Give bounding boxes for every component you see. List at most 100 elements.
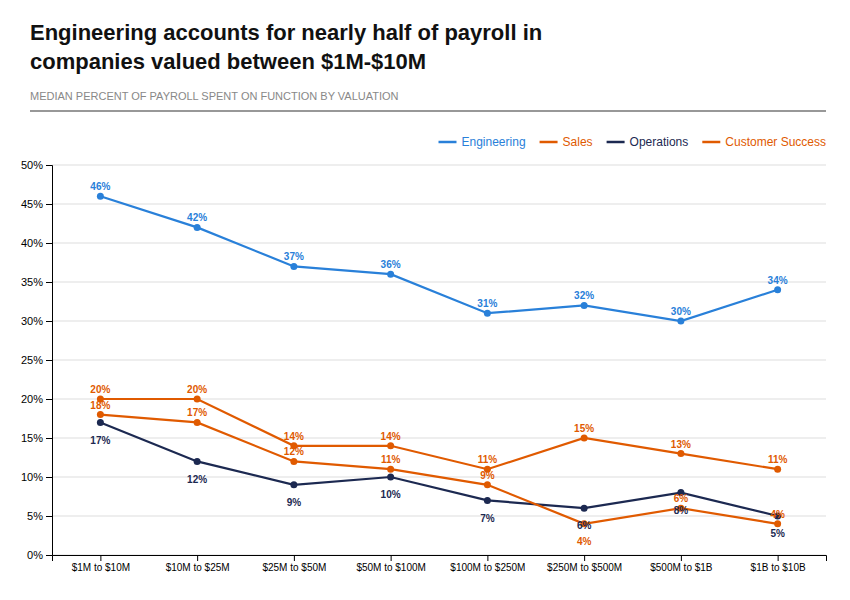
data-label: 34% bbox=[768, 275, 788, 286]
title: Engineering accounts for nearly half of … bbox=[30, 20, 542, 45]
legend-label: Engineering bbox=[462, 135, 526, 149]
data-label: 12% bbox=[284, 446, 304, 457]
legend-swatch bbox=[540, 141, 558, 144]
series-marker bbox=[677, 318, 684, 325]
x-tick: $1M to $10M bbox=[72, 555, 130, 573]
x-tick-label: $250M to $500M bbox=[547, 562, 622, 573]
y-axis: 0%5%10%15%20%25%30%35%40%45%50% bbox=[21, 159, 53, 561]
series-marker bbox=[484, 497, 491, 504]
x-tick-label: $50M to $100M bbox=[356, 562, 426, 573]
x-tick-mark bbox=[197, 555, 198, 561]
series-marker bbox=[290, 263, 297, 270]
data-label: 42% bbox=[187, 212, 207, 223]
y-tick-label: 50% bbox=[21, 159, 43, 171]
plot: 0%5%10%15%20%25%30%35%40%45%50%$1M to $1… bbox=[21, 159, 827, 573]
data-label: 10% bbox=[381, 489, 401, 500]
series-line bbox=[100, 196, 777, 321]
series-marker bbox=[581, 505, 588, 512]
y-tick-mark bbox=[46, 204, 52, 205]
x-tick: $1B to $10B bbox=[751, 555, 806, 573]
data-label: 11% bbox=[768, 454, 788, 465]
x-tick-label: $10M to $25M bbox=[166, 562, 230, 573]
series-marker bbox=[774, 466, 781, 473]
data-label: 32% bbox=[574, 290, 594, 301]
x-tick-mark bbox=[681, 555, 682, 561]
y-tick-label: 15% bbox=[21, 432, 43, 444]
data-label: 36% bbox=[381, 259, 401, 270]
data-label: 37% bbox=[284, 251, 304, 262]
x-axis-line bbox=[53, 556, 827, 562]
y-tick: 50% bbox=[21, 159, 52, 171]
data-label: 17% bbox=[187, 407, 207, 418]
data-label: 46% bbox=[90, 181, 110, 192]
y-tick-mark bbox=[46, 399, 52, 400]
x-tick: $25M to $50M bbox=[262, 555, 326, 573]
x-tick-label: $25M to $50M bbox=[262, 562, 326, 573]
x-tick-mark bbox=[294, 555, 295, 561]
y-tick-mark bbox=[46, 282, 52, 283]
subtitle: MEDIAN PERCENT OF PAYROLL SPENT ON FUNCT… bbox=[30, 90, 399, 102]
x-tick: $250M to $500M bbox=[547, 555, 622, 573]
series-marker bbox=[484, 310, 491, 317]
y-tick-mark bbox=[46, 516, 52, 517]
grid-line bbox=[52, 360, 826, 361]
legend-swatch bbox=[702, 141, 720, 144]
x-axis: $1M to $10M $10M to $25M $25M to $50M $50M … bbox=[53, 555, 827, 573]
grid-line bbox=[52, 282, 826, 283]
series-marker bbox=[387, 442, 394, 449]
data-label: 14% bbox=[284, 431, 304, 442]
data-label: 11% bbox=[381, 454, 401, 465]
data-label: 13% bbox=[671, 439, 691, 450]
series-line bbox=[100, 415, 777, 524]
data-label: 9% bbox=[287, 497, 302, 508]
legend: EngineeringSalesOperationsCustomer Succe… bbox=[439, 135, 827, 149]
x-tick-mark bbox=[778, 555, 779, 561]
y-tick-label: 5% bbox=[27, 510, 43, 522]
x-tick: $500M to $1B bbox=[650, 555, 713, 573]
series-marker bbox=[387, 474, 394, 481]
data-label: 6% bbox=[674, 493, 689, 504]
y-axis-line bbox=[46, 166, 53, 556]
legend-item: Customer Success bbox=[702, 135, 826, 149]
x-tick-label: $1M to $10M bbox=[72, 562, 130, 573]
legend-label: Customer Success bbox=[725, 135, 826, 149]
y-tick: 45% bbox=[21, 198, 52, 210]
data-label: 20% bbox=[90, 384, 110, 395]
x-tick: $100M to $250M bbox=[450, 555, 525, 573]
y-tick: 5% bbox=[27, 510, 52, 522]
data-label: 12% bbox=[187, 474, 207, 485]
data-label: 4% bbox=[577, 536, 592, 547]
y-tick-label: 45% bbox=[21, 198, 43, 210]
y-tick-label: 40% bbox=[21, 237, 43, 249]
y-tick-mark bbox=[46, 321, 52, 322]
legend-swatch bbox=[607, 141, 625, 144]
y-tick-mark bbox=[46, 555, 52, 556]
y-tick: 40% bbox=[21, 237, 52, 249]
y-tick-mark bbox=[46, 477, 52, 478]
y-tick: 15% bbox=[21, 432, 52, 444]
x-tick-mark bbox=[391, 555, 392, 561]
series-line bbox=[100, 399, 777, 469]
series-marker bbox=[484, 481, 491, 488]
data-label: 8% bbox=[674, 505, 689, 516]
data-label: 17% bbox=[90, 435, 110, 446]
y-tick-mark bbox=[46, 243, 52, 244]
series-marker bbox=[677, 450, 684, 457]
x-tick-label: $1B to $10B bbox=[751, 562, 806, 573]
grid-line bbox=[52, 243, 826, 244]
x-tick: $50M to $100M bbox=[356, 555, 426, 573]
y-tick: 25% bbox=[21, 354, 52, 366]
grid-line bbox=[52, 165, 826, 166]
series-marker bbox=[774, 520, 781, 527]
x-tick-mark bbox=[584, 555, 585, 561]
data-label: 15% bbox=[574, 423, 594, 434]
data-label: 14% bbox=[381, 431, 401, 442]
data-label: 18% bbox=[90, 400, 110, 411]
y-tick-label: 0% bbox=[27, 549, 43, 561]
data-label: 20% bbox=[187, 384, 207, 395]
series-marker bbox=[97, 193, 104, 200]
marks bbox=[97, 193, 781, 528]
y-tick-label: 20% bbox=[21, 393, 43, 405]
x-tick: $10M to $25M bbox=[166, 555, 230, 573]
x-tick-mark bbox=[100, 555, 101, 561]
